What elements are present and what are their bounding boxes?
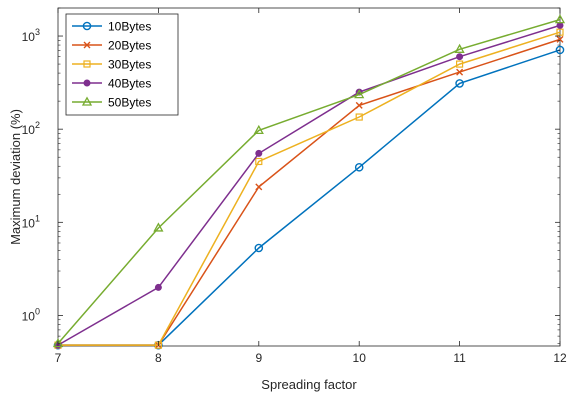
x-tick-label: 11 bbox=[453, 351, 466, 365]
legend-item: 40Bytes bbox=[72, 77, 151, 91]
x-tick-label: 9 bbox=[255, 351, 262, 365]
data-point bbox=[555, 45, 565, 55]
legend-label: 50Bytes bbox=[108, 96, 151, 110]
data-point bbox=[454, 43, 465, 53]
data-point bbox=[455, 79, 464, 88]
legend-label: 20Bytes bbox=[108, 39, 151, 53]
series-layer bbox=[52, 14, 566, 350]
data-point bbox=[355, 113, 363, 121]
legend-marker bbox=[81, 96, 93, 106]
data-point bbox=[255, 157, 263, 166]
data-point bbox=[255, 149, 263, 157]
data-point bbox=[354, 89, 365, 99]
legend-marker bbox=[83, 79, 91, 87]
data-point bbox=[253, 124, 264, 135]
y-tick-label: 100 bbox=[22, 306, 40, 323]
legend-item: 30Bytes bbox=[72, 58, 151, 72]
x-tick-label: 10 bbox=[353, 351, 367, 365]
data-point bbox=[354, 162, 364, 172]
y-axis-title: Maximum deviation (%) bbox=[8, 109, 23, 245]
data-point bbox=[52, 337, 64, 348]
x-tick-label: 7 bbox=[55, 351, 62, 365]
data-point bbox=[154, 283, 162, 291]
legend-marker bbox=[83, 60, 91, 68]
legend-marker bbox=[82, 21, 92, 31]
legend-item: 10Bytes bbox=[72, 20, 151, 34]
legend-marker bbox=[83, 41, 91, 49]
legend-item: 50Bytes bbox=[72, 96, 151, 110]
legend-item: 20Bytes bbox=[72, 39, 151, 53]
x-axis-title: Spreading factor bbox=[261, 377, 357, 392]
legend-label: 10Bytes bbox=[108, 20, 151, 34]
data-point bbox=[456, 53, 464, 61]
data-point bbox=[254, 243, 264, 253]
data-point bbox=[255, 183, 263, 191]
data-point bbox=[355, 101, 363, 109]
data-point bbox=[556, 35, 564, 43]
data-point bbox=[556, 21, 564, 29]
y-tick-label: 102 bbox=[22, 120, 40, 137]
data-point bbox=[153, 222, 164, 232]
y-tick-label: 103 bbox=[22, 27, 40, 44]
axes-layer: 7 8 9 10 11 12 100 101 102 103 bbox=[22, 7, 567, 365]
series-line bbox=[58, 31, 561, 346]
series-line bbox=[57, 18, 561, 344]
data-point bbox=[456, 68, 464, 76]
data-point bbox=[556, 28, 564, 36]
data-point bbox=[554, 14, 566, 24]
legend: 10Bytes 20Bytes 30Bytes 40Bytes 50Bytes bbox=[65, 13, 179, 116]
legend-label: 30Bytes bbox=[108, 58, 151, 72]
data-point bbox=[456, 60, 464, 68]
y-tick-label: 101 bbox=[22, 213, 40, 230]
x-tick-label: 8 bbox=[155, 351, 162, 365]
series-50Bytes bbox=[52, 14, 566, 348]
series-line bbox=[57, 24, 561, 346]
x-tick-label: 12 bbox=[553, 351, 567, 365]
legend-label: 40Bytes bbox=[108, 77, 151, 91]
